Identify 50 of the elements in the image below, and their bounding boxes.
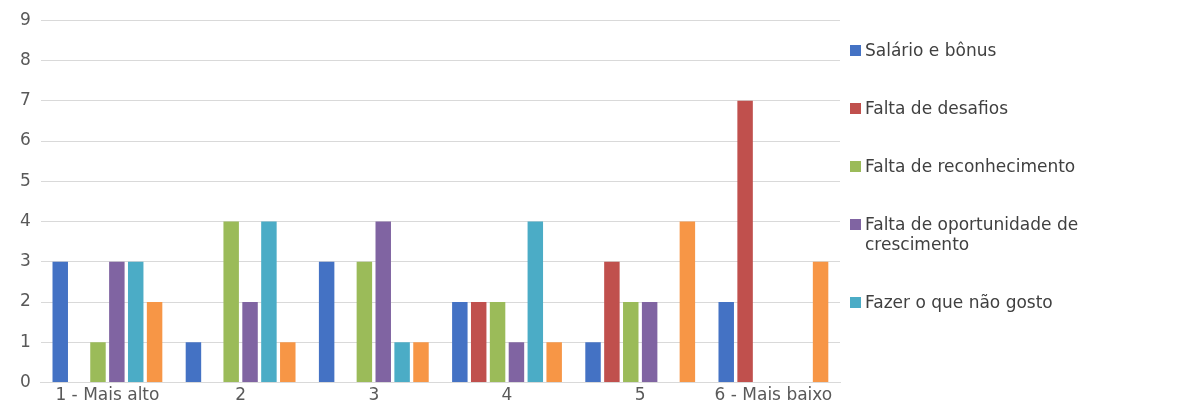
bar	[356, 261, 373, 383]
bar	[375, 221, 391, 383]
x-tick-label: 4	[501, 384, 513, 405]
y-tick-label: 0	[19, 371, 31, 392]
legend-label: Falta de oportunidade de crescimento	[865, 214, 1080, 254]
legend-label: Salário e bônus	[865, 40, 997, 60]
bar	[489, 302, 506, 383]
bar	[546, 342, 562, 383]
bar	[185, 342, 202, 383]
bar	[452, 302, 468, 383]
bar	[242, 302, 258, 383]
bar	[641, 302, 658, 383]
x-tick-label: 1 - Mais alto	[55, 384, 160, 405]
bar	[604, 261, 620, 383]
bar	[470, 302, 487, 383]
y-tick-label: 9	[19, 8, 31, 29]
y-tick-label: 7	[19, 89, 31, 110]
bar	[413, 342, 429, 383]
bar	[812, 261, 829, 383]
bar	[223, 221, 239, 383]
legend-label: Fazer o que não gosto	[865, 292, 1053, 312]
bar	[318, 261, 335, 383]
x-tick-label: 5	[634, 384, 646, 405]
y-tick-label: 5	[19, 169, 31, 190]
bar	[52, 261, 68, 383]
x-tick-label: 3	[368, 384, 380, 405]
y-tick-label: 3	[19, 250, 31, 271]
x-tick-label: 2	[235, 384, 247, 405]
y-tick-label: 4	[19, 209, 31, 230]
legend-label: Falta de desafios	[865, 98, 1008, 118]
y-tick-label: 8	[19, 48, 31, 69]
bar	[90, 342, 106, 383]
y-tick-label: 6	[19, 129, 31, 150]
bar	[679, 221, 696, 383]
bar	[718, 302, 734, 383]
x-tick-label: 6 - Mais baixo	[714, 384, 833, 405]
bar	[146, 302, 163, 383]
bar	[280, 342, 296, 383]
bar	[394, 342, 410, 383]
legend-label: Falta de reconhecimento	[865, 156, 1076, 176]
bar	[737, 100, 753, 383]
bar	[127, 261, 144, 383]
bar	[508, 342, 525, 383]
bar	[527, 221, 544, 383]
bar	[109, 261, 125, 383]
bar	[585, 342, 601, 383]
bar	[623, 302, 639, 383]
bar	[261, 221, 277, 383]
y-tick-label: 2	[19, 290, 31, 311]
y-tick-label: 1	[19, 330, 31, 351]
